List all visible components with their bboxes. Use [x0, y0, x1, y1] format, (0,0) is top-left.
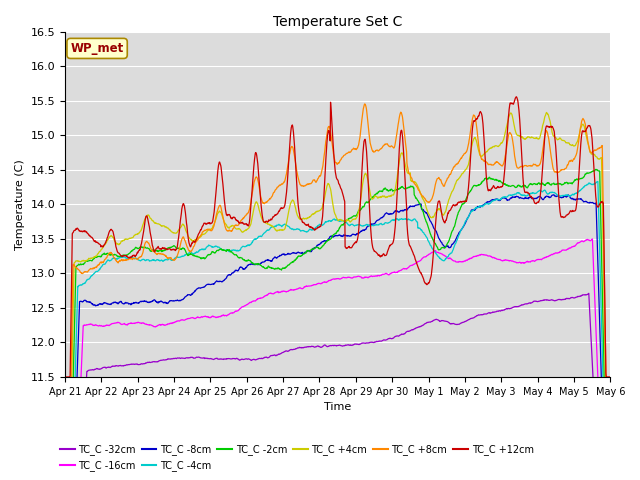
TC_C +12cm — [104, 235, 111, 240]
TC_C -16cm — [589, 236, 596, 242]
TC_C -2cm — [592, 167, 600, 172]
TC_C -8cm — [550, 192, 557, 198]
TC_C +8cm — [304, 181, 312, 187]
TC_C +4cm — [125, 235, 133, 241]
TC_C +12cm — [513, 94, 520, 100]
TC_C +12cm — [292, 176, 300, 182]
TC_C -8cm — [104, 301, 111, 307]
TC_C -4cm — [594, 179, 602, 184]
TC_C -8cm — [292, 251, 300, 256]
Line: TC_C +8cm: TC_C +8cm — [65, 104, 611, 480]
TC_C -4cm — [125, 255, 133, 261]
TC_C -4cm — [292, 227, 300, 232]
TC_C -2cm — [314, 244, 321, 250]
TC_C -4cm — [104, 258, 111, 264]
Line: TC_C +4cm: TC_C +4cm — [65, 112, 611, 480]
TC_C +8cm — [104, 253, 111, 259]
Line: TC_C -4cm: TC_C -4cm — [65, 181, 611, 480]
Y-axis label: Temperature (C): Temperature (C) — [15, 159, 25, 250]
Line: TC_C -2cm: TC_C -2cm — [65, 169, 611, 480]
TC_C +12cm — [125, 255, 133, 261]
TC_C -16cm — [292, 287, 300, 292]
TC_C +8cm — [314, 177, 321, 182]
Legend: TC_C -32cm, TC_C -16cm, TC_C -8cm, TC_C -4cm, TC_C -2cm, TC_C +4cm, TC_C +8cm, T: TC_C -32cm, TC_C -16cm, TC_C -8cm, TC_C … — [56, 441, 538, 475]
TC_C +8cm — [292, 166, 300, 171]
TC_C -32cm — [292, 346, 300, 352]
TC_C -32cm — [314, 343, 321, 349]
TC_C +4cm — [543, 109, 550, 115]
TC_C -8cm — [125, 300, 133, 306]
TC_C +12cm — [304, 222, 312, 228]
TC_C +8cm — [361, 101, 369, 107]
TC_C -16cm — [371, 273, 379, 279]
TC_C +4cm — [104, 238, 111, 243]
TC_C -2cm — [304, 248, 312, 254]
TC_C -32cm — [304, 344, 312, 349]
TC_C +4cm — [371, 193, 379, 199]
TC_C -32cm — [371, 339, 379, 345]
TC_C +8cm — [372, 148, 380, 154]
TC_C -4cm — [304, 228, 312, 234]
Title: Temperature Set C: Temperature Set C — [273, 15, 403, 29]
TC_C -16cm — [125, 321, 133, 326]
TC_C +4cm — [292, 209, 300, 215]
TC_C -4cm — [371, 222, 379, 228]
Text: WP_met: WP_met — [70, 42, 124, 55]
TC_C -16cm — [304, 283, 312, 289]
TC_C -2cm — [125, 251, 133, 256]
Line: TC_C +12cm: TC_C +12cm — [65, 97, 611, 377]
TC_C +12cm — [607, 374, 614, 380]
TC_C -32cm — [585, 290, 593, 296]
TC_C +12cm — [371, 249, 379, 254]
TC_C -2cm — [104, 251, 111, 256]
TC_C -2cm — [292, 256, 300, 262]
TC_C -8cm — [371, 220, 379, 226]
Line: TC_C -8cm: TC_C -8cm — [65, 195, 611, 480]
Line: TC_C -16cm: TC_C -16cm — [65, 239, 611, 480]
TC_C +4cm — [314, 209, 321, 215]
TC_C -32cm — [104, 364, 111, 370]
TC_C -16cm — [314, 281, 321, 287]
TC_C -4cm — [314, 224, 321, 229]
Line: TC_C -32cm: TC_C -32cm — [65, 293, 611, 480]
TC_C +8cm — [125, 255, 133, 261]
TC_C +12cm — [61, 374, 69, 380]
TC_C -8cm — [304, 248, 312, 254]
TC_C -16cm — [104, 323, 111, 328]
X-axis label: Time: Time — [324, 402, 351, 412]
TC_C -8cm — [314, 243, 321, 249]
TC_C +4cm — [304, 215, 312, 221]
TC_C -2cm — [371, 192, 379, 198]
TC_C +12cm — [314, 225, 321, 230]
TC_C -32cm — [125, 362, 133, 368]
